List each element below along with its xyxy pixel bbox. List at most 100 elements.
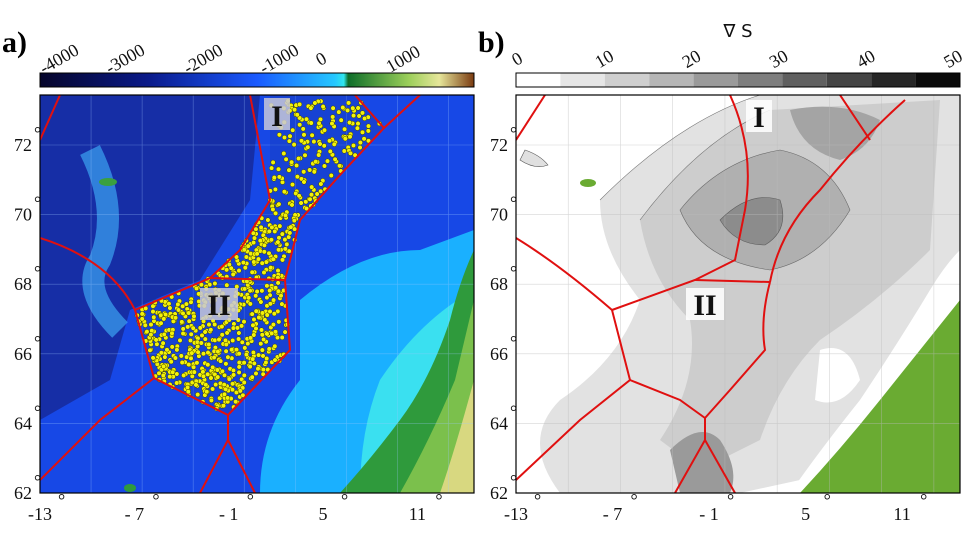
degree-mark: ° (534, 490, 541, 510)
colorbar-b-tick-label: 30 (766, 46, 792, 72)
island-b (580, 179, 596, 187)
degree-mark: ° (631, 490, 638, 510)
panel-a-map: I II (40, 95, 474, 493)
region-label-a-I: I (264, 98, 290, 133)
field-level3c-b (670, 432, 734, 493)
degree-mark: ° (34, 123, 41, 143)
colorbar-b-step (871, 73, 916, 87)
islet-b (519, 149, 549, 167)
frame-b (515, 94, 961, 494)
colorbar-a-ticks: -4000 -3000 -2000 -1000 0 1000 (36, 40, 424, 78)
degree-mark: ° (824, 490, 831, 510)
colorbar-a-tick-label: 1000 (382, 41, 423, 76)
colorbar-b-tick-label: 40 (853, 46, 879, 72)
colorbar-a-tick-label: -2000 (180, 40, 226, 78)
x-tick-label: 11 (409, 504, 426, 524)
y-tick-label: 66 (14, 344, 32, 364)
colorbar-b-step (516, 73, 561, 87)
degree-mark: ° (34, 401, 41, 421)
y-tick-label: 68 (490, 274, 508, 294)
degree-mark: ° (34, 193, 41, 213)
colorbar-a-tick-label: -4000 (36, 40, 82, 78)
grid-b (516, 95, 960, 493)
y-tick-label: 62 (14, 483, 32, 503)
x-tick-label: 5 (801, 504, 810, 524)
svg-text:I: I (753, 101, 765, 134)
frame-a (39, 94, 475, 494)
colorbar-b-title: ∇ S (722, 21, 752, 42)
degree-mark: ° (34, 471, 41, 491)
degree-mark: ° (510, 193, 517, 213)
colorbar-b-step (560, 73, 605, 87)
x-tick-label: - 7 (125, 504, 145, 524)
y-tick-label: 64 (14, 413, 32, 433)
region-label-b-I: I (746, 100, 772, 134)
degree-mark: ° (58, 490, 65, 510)
field-level4-b (720, 197, 783, 245)
field-patch-b (815, 348, 860, 403)
boundaries-a (40, 95, 421, 493)
island-a (99, 178, 117, 186)
x-tick-label: -13 (28, 504, 52, 524)
colorbar-a-bar (39, 72, 475, 88)
y-tick-label: 72 (14, 135, 32, 155)
axes-b: -13°- 7°- 1°5°11°72°70°68°66°64°62° (490, 123, 927, 524)
degree-mark: ° (152, 490, 159, 510)
colorbar-b-step (915, 73, 960, 87)
y-tick-label: 66 (490, 344, 508, 364)
panel-a: a) -4000 -3000 -2000 -1000 0 1000 (2, 26, 475, 524)
degree-mark: ° (510, 123, 517, 143)
degree-mark: ° (341, 490, 348, 510)
panel-a-label: a) (2, 26, 27, 59)
degree-mark: ° (247, 490, 254, 510)
axes-a: -13°- 7°- 1°5°11°72°70°68°66°64°62° (14, 123, 443, 524)
colorbar-b-step (649, 73, 694, 87)
x-tick-label: - 7 (603, 504, 623, 524)
y-tick-label: 72 (490, 135, 508, 155)
degree-mark: ° (34, 332, 41, 352)
x-tick-label: 11 (893, 504, 910, 524)
colorbar-a-tick-label: -3000 (102, 40, 148, 78)
y-tick-label: 62 (490, 483, 508, 503)
svg-text:II: II (693, 289, 716, 322)
x-tick-label: 5 (319, 504, 328, 524)
land-mid-a (400, 300, 474, 493)
region-label-a-II: II (200, 288, 238, 322)
panel-b: b) ∇ S 0 10 20 30 40 50 (478, 21, 966, 524)
colorbar-a-tick-label: -1000 (256, 40, 302, 78)
land-high-a (440, 380, 474, 493)
colorbar-b-tick-label: 20 (679, 46, 705, 72)
boundaries-b (516, 95, 906, 493)
y-tick-label: 70 (490, 205, 508, 225)
degree-mark: ° (435, 490, 442, 510)
colorbar-b-tick-label: 10 (591, 46, 617, 72)
x-tick-label: -13 (504, 504, 528, 524)
x-tick-label: - 1 (699, 504, 719, 524)
colorbar-b-step (738, 73, 783, 87)
degree-mark: ° (727, 490, 734, 510)
panel-b-label: b) (478, 26, 505, 59)
observation-points (134, 98, 382, 412)
y-tick-label: 68 (14, 274, 32, 294)
degree-mark: ° (510, 262, 517, 282)
degree-mark: ° (920, 490, 927, 510)
colorbar-a-tick-label: 0 (312, 48, 330, 70)
colorbar-b-tick-label: 50 (940, 46, 966, 72)
colorbar-b-frame (515, 72, 961, 88)
region-label-b-II: II (686, 288, 724, 322)
colorbar-b-step (826, 73, 872, 87)
degree-mark: ° (34, 262, 41, 282)
y-tick-label: 70 (14, 205, 32, 225)
land-b (800, 300, 960, 493)
colorbar-b-step (782, 73, 827, 87)
svg-text:II: II (207, 289, 230, 322)
colorbar-b-step (693, 73, 738, 87)
islet-a (124, 484, 136, 492)
degree-mark: ° (510, 332, 517, 352)
y-tick-label: 64 (490, 413, 508, 433)
degree-mark: ° (510, 471, 517, 491)
x-tick-label: - 1 (219, 504, 239, 524)
svg-text:I: I (271, 100, 283, 133)
degree-mark: ° (510, 401, 517, 421)
colorbar-b-tick-label: 0 (508, 48, 526, 70)
